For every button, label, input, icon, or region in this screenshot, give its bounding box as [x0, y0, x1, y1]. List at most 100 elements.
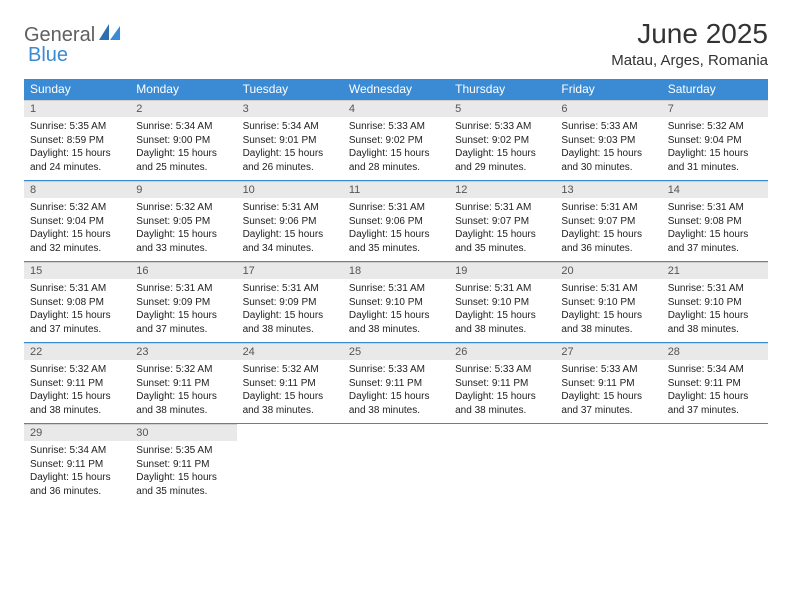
sunset-text: Sunset: 9:11 PM [349, 377, 443, 391]
day-number: 23 [130, 343, 236, 360]
empty-day-cell [343, 424, 449, 505]
day-cell: 29Sunrise: 5:34 AMSunset: 9:11 PMDayligh… [24, 424, 130, 505]
sunrise-text: Sunrise: 5:32 AM [30, 201, 124, 215]
sunrise-text: Sunrise: 5:32 AM [30, 363, 124, 377]
daylight-text: Daylight: 15 hours and 35 minutes. [136, 471, 230, 498]
sunrise-text: Sunrise: 5:31 AM [30, 282, 124, 296]
sunset-text: Sunset: 9:10 PM [561, 296, 655, 310]
sunrise-text: Sunrise: 5:31 AM [561, 282, 655, 296]
calendar-week-row: 29Sunrise: 5:34 AMSunset: 9:11 PMDayligh… [24, 424, 768, 505]
weekday-header: Saturday [662, 79, 768, 100]
daylight-text: Daylight: 15 hours and 38 minutes. [668, 309, 762, 336]
sunrise-text: Sunrise: 5:32 AM [136, 201, 230, 215]
day-content: Sunrise: 5:31 AMSunset: 9:08 PMDaylight:… [662, 198, 768, 261]
day-number: 16 [130, 262, 236, 279]
day-cell: 11Sunrise: 5:31 AMSunset: 9:06 PMDayligh… [343, 181, 449, 262]
day-number: 4 [343, 100, 449, 117]
sunrise-text: Sunrise: 5:31 AM [668, 282, 762, 296]
day-number: 2 [130, 100, 236, 117]
sunrise-text: Sunrise: 5:31 AM [668, 201, 762, 215]
daylight-text: Daylight: 15 hours and 37 minutes. [668, 390, 762, 417]
day-content: Sunrise: 5:34 AMSunset: 9:00 PMDaylight:… [130, 117, 236, 180]
daylight-text: Daylight: 15 hours and 38 minutes. [243, 390, 337, 417]
day-number: 22 [24, 343, 130, 360]
sunset-text: Sunset: 9:08 PM [668, 215, 762, 229]
day-number: 27 [555, 343, 661, 360]
sunset-text: Sunset: 9:10 PM [349, 296, 443, 310]
day-content: Sunrise: 5:34 AMSunset: 9:01 PMDaylight:… [237, 117, 343, 180]
calendar-table: Sunday Monday Tuesday Wednesday Thursday… [24, 79, 768, 504]
sunset-text: Sunset: 9:04 PM [668, 134, 762, 148]
daylight-text: Daylight: 15 hours and 33 minutes. [136, 228, 230, 255]
sunrise-text: Sunrise: 5:31 AM [136, 282, 230, 296]
day-number: 26 [449, 343, 555, 360]
sunset-text: Sunset: 9:02 PM [455, 134, 549, 148]
day-content: Sunrise: 5:35 AMSunset: 9:11 PMDaylight:… [130, 441, 236, 504]
calendar-week-row: 1Sunrise: 5:35 AMSunset: 8:59 PMDaylight… [24, 100, 768, 181]
day-cell: 23Sunrise: 5:32 AMSunset: 9:11 PMDayligh… [130, 343, 236, 424]
daylight-text: Daylight: 15 hours and 37 minutes. [136, 309, 230, 336]
daylight-text: Daylight: 15 hours and 37 minutes. [30, 309, 124, 336]
logo-word-blue: Blue [28, 44, 68, 66]
sunrise-text: Sunrise: 5:31 AM [349, 282, 443, 296]
day-number: 25 [343, 343, 449, 360]
sunrise-text: Sunrise: 5:33 AM [561, 363, 655, 377]
day-content: Sunrise: 5:31 AMSunset: 9:10 PMDaylight:… [662, 279, 768, 342]
day-cell: 20Sunrise: 5:31 AMSunset: 9:10 PMDayligh… [555, 262, 661, 343]
weekday-header: Friday [555, 79, 661, 100]
calendar-week-row: 22Sunrise: 5:32 AMSunset: 9:11 PMDayligh… [24, 343, 768, 424]
empty-day-cell [237, 424, 343, 505]
day-cell: 24Sunrise: 5:32 AMSunset: 9:11 PMDayligh… [237, 343, 343, 424]
daylight-text: Daylight: 15 hours and 28 minutes. [349, 147, 443, 174]
sunset-text: Sunset: 9:06 PM [349, 215, 443, 229]
day-cell: 28Sunrise: 5:34 AMSunset: 9:11 PMDayligh… [662, 343, 768, 424]
empty-day-cell [662, 424, 768, 505]
sunrise-text: Sunrise: 5:33 AM [349, 363, 443, 377]
day-cell: 4Sunrise: 5:33 AMSunset: 9:02 PMDaylight… [343, 100, 449, 181]
daylight-text: Daylight: 15 hours and 38 minutes. [561, 309, 655, 336]
day-content: Sunrise: 5:34 AMSunset: 9:11 PMDaylight:… [662, 360, 768, 423]
day-content: Sunrise: 5:32 AMSunset: 9:04 PMDaylight:… [24, 198, 130, 261]
day-content: Sunrise: 5:31 AMSunset: 9:06 PMDaylight:… [237, 198, 343, 261]
sunset-text: Sunset: 9:10 PM [668, 296, 762, 310]
day-number: 28 [662, 343, 768, 360]
daylight-text: Daylight: 15 hours and 30 minutes. [561, 147, 655, 174]
day-number: 14 [662, 181, 768, 198]
sunset-text: Sunset: 9:07 PM [455, 215, 549, 229]
daylight-text: Daylight: 15 hours and 25 minutes. [136, 147, 230, 174]
daylight-text: Daylight: 15 hours and 38 minutes. [349, 390, 443, 417]
day-content: Sunrise: 5:31 AMSunset: 9:07 PMDaylight:… [449, 198, 555, 261]
day-number: 12 [449, 181, 555, 198]
sunrise-text: Sunrise: 5:34 AM [136, 120, 230, 134]
sunset-text: Sunset: 9:06 PM [243, 215, 337, 229]
day-number: 8 [24, 181, 130, 198]
sunrise-text: Sunrise: 5:33 AM [561, 120, 655, 134]
daylight-text: Daylight: 15 hours and 36 minutes. [30, 471, 124, 498]
sunset-text: Sunset: 9:10 PM [455, 296, 549, 310]
day-cell: 30Sunrise: 5:35 AMSunset: 9:11 PMDayligh… [130, 424, 236, 505]
day-cell: 18Sunrise: 5:31 AMSunset: 9:10 PMDayligh… [343, 262, 449, 343]
day-content: Sunrise: 5:33 AMSunset: 9:02 PMDaylight:… [343, 117, 449, 180]
sunset-text: Sunset: 9:11 PM [668, 377, 762, 391]
daylight-text: Daylight: 15 hours and 31 minutes. [668, 147, 762, 174]
day-content: Sunrise: 5:34 AMSunset: 9:11 PMDaylight:… [24, 441, 130, 504]
day-cell: 10Sunrise: 5:31 AMSunset: 9:06 PMDayligh… [237, 181, 343, 262]
sunrise-text: Sunrise: 5:31 AM [455, 201, 549, 215]
calendar-week-row: 8Sunrise: 5:32 AMSunset: 9:04 PMDaylight… [24, 181, 768, 262]
day-cell: 9Sunrise: 5:32 AMSunset: 9:05 PMDaylight… [130, 181, 236, 262]
daylight-text: Daylight: 15 hours and 34 minutes. [243, 228, 337, 255]
day-number: 18 [343, 262, 449, 279]
daylight-text: Daylight: 15 hours and 38 minutes. [455, 390, 549, 417]
day-number: 11 [343, 181, 449, 198]
sunrise-text: Sunrise: 5:31 AM [349, 201, 443, 215]
day-cell: 19Sunrise: 5:31 AMSunset: 9:10 PMDayligh… [449, 262, 555, 343]
calendar-body: 1Sunrise: 5:35 AMSunset: 8:59 PMDaylight… [24, 100, 768, 505]
sunset-text: Sunset: 9:09 PM [243, 296, 337, 310]
day-content: Sunrise: 5:33 AMSunset: 9:03 PMDaylight:… [555, 117, 661, 180]
empty-day-cell [555, 424, 661, 505]
day-content: Sunrise: 5:31 AMSunset: 9:09 PMDaylight:… [130, 279, 236, 342]
daylight-text: Daylight: 15 hours and 38 minutes. [243, 309, 337, 336]
sunset-text: Sunset: 9:02 PM [349, 134, 443, 148]
title-block: June 2025 Matau, Arges, Romania [611, 18, 768, 69]
sunset-text: Sunset: 9:09 PM [136, 296, 230, 310]
